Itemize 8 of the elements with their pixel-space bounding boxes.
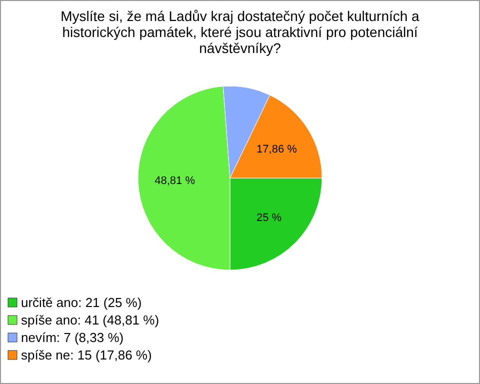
legend-label: nevím: 7 (8,33 %) xyxy=(21,330,124,345)
data-label: 25 % xyxy=(256,212,282,224)
data-label: 17,86 % xyxy=(256,144,298,156)
data-label: 48,81 % xyxy=(154,175,196,188)
legend-label: spíše ano: 41 (48,81 %) xyxy=(21,312,160,328)
legend-label: spíše ne: 15 (17,86 %) xyxy=(21,348,152,362)
legend-label: určitě ano: 21 (25 %) xyxy=(21,295,142,310)
chart-title: Myslíte si, že má Ladův kraj dostatečný počet kulturních a historických památek, které jsou atraktivní pro potenciální návštěvníky? xyxy=(60,8,420,56)
